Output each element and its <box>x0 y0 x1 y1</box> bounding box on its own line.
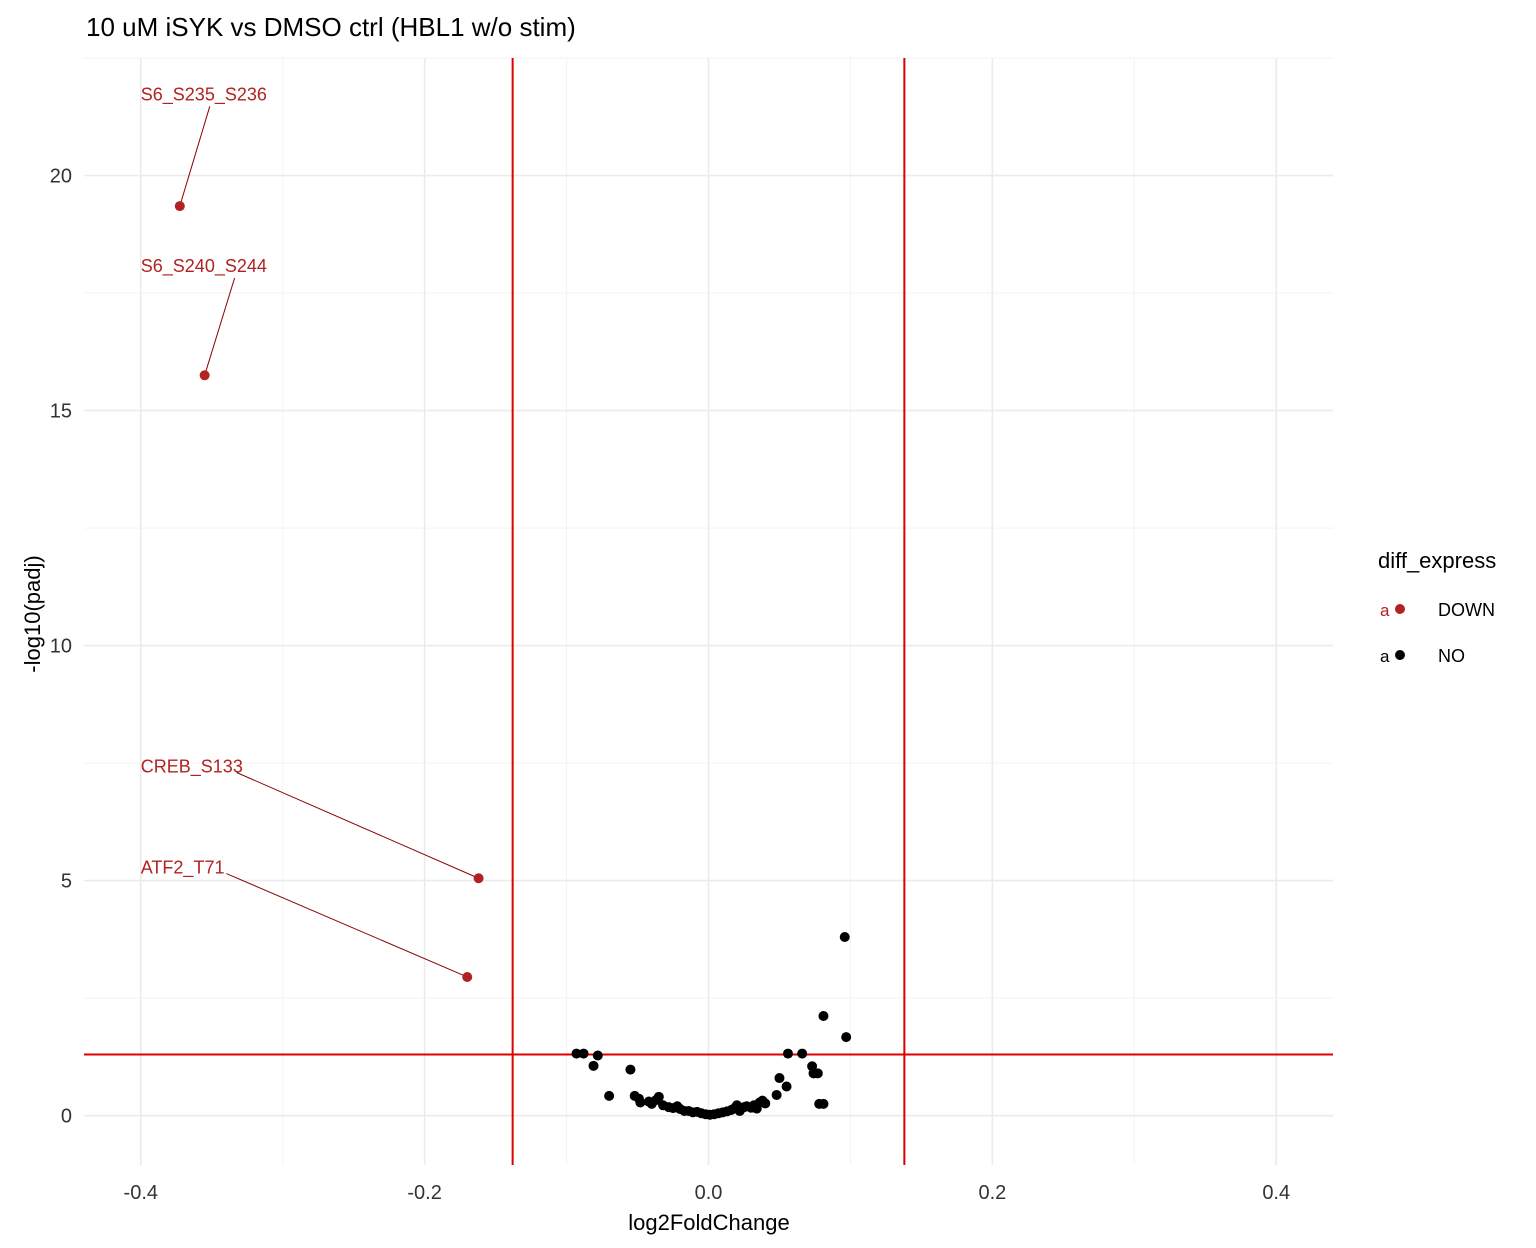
data-point-no <box>635 1097 646 1108</box>
x-axis-title: log2FoldChange <box>628 1210 789 1235</box>
data-point-no <box>774 1073 785 1084</box>
x-tick-label: -0.4 <box>124 1182 158 1204</box>
x-tick-label: 0.4 <box>1262 1182 1290 1204</box>
data-point-no <box>812 1068 823 1079</box>
data-point-no <box>588 1060 599 1071</box>
y-tick-label: 5 <box>61 871 72 893</box>
x-tick-label: -0.2 <box>407 1182 441 1204</box>
point-label: S6_S240_S244 <box>141 256 267 277</box>
data-point-no <box>625 1064 636 1075</box>
data-point-no <box>571 1048 582 1059</box>
x-axis-ticks: -0.4 -0.2 0.0 0.2 0.4 <box>124 1182 1291 1204</box>
y-tick-label: 10 <box>50 636 72 658</box>
legend-label: DOWN <box>1438 600 1495 620</box>
data-point-no <box>818 1098 829 1109</box>
data-point-down <box>199 370 210 381</box>
data-point-no <box>604 1090 615 1101</box>
data-points <box>174 201 852 1120</box>
chart-title: 10 uM iSYK vs DMSO ctrl (HBL1 w/o stim) <box>86 12 576 42</box>
x-tick-label: 0.0 <box>695 1182 723 1204</box>
legend-key-glyph: a <box>1380 601 1390 620</box>
data-point-no <box>653 1091 664 1102</box>
threshold-lines <box>84 58 1333 1165</box>
data-point-down <box>462 971 473 982</box>
label-connector <box>204 277 236 376</box>
y-tick-label: 15 <box>50 401 72 423</box>
data-point-no <box>578 1048 589 1059</box>
legend-title: diff_express <box>1378 548 1496 573</box>
data-point-no <box>781 1081 792 1092</box>
point-label: S6_S235_S236 <box>141 84 267 105</box>
y-tick-label: 20 <box>50 166 72 188</box>
data-point-no <box>592 1050 603 1061</box>
y-axis-ticks: 0 5 10 15 20 <box>50 166 72 1128</box>
legend-key-glyph: a <box>1380 647 1390 666</box>
data-point-no <box>797 1048 808 1059</box>
point-labels: S6_S235_S236 S6_S240_S244 CREB_S133 ATF2_T7… <box>141 84 267 878</box>
data-point-no <box>839 932 850 943</box>
label-connector <box>236 772 479 879</box>
label-connector <box>179 106 211 207</box>
data-point-down <box>473 873 484 884</box>
data-point-no <box>818 1010 829 1021</box>
x-tick-label: 0.2 <box>978 1182 1006 1204</box>
data-point-no <box>841 1032 852 1043</box>
legend-key-point <box>1395 604 1405 614</box>
data-point-no <box>760 1098 771 1109</box>
label-connector <box>226 873 468 978</box>
legend-label: NO <box>1438 646 1465 666</box>
label-segments <box>179 106 479 978</box>
y-axis-title: -log10(padj) <box>20 555 45 672</box>
data-point-no <box>782 1048 793 1059</box>
y-tick-label: 0 <box>61 1106 72 1128</box>
point-label: CREB_S133 <box>141 756 243 777</box>
legend-key-point <box>1395 650 1405 660</box>
legend: diff_express a DOWN a NO <box>1378 548 1496 666</box>
plot-panel: S6_S235_S236 S6_S240_S244 CREB_S133 ATF2_T7… <box>84 57 1333 1165</box>
legend-entries: a DOWN a NO <box>1380 600 1495 666</box>
point-label: ATF2_T71 <box>141 858 225 879</box>
data-point-no <box>771 1089 782 1100</box>
data-point-down <box>174 201 185 212</box>
grid <box>84 57 1333 1165</box>
